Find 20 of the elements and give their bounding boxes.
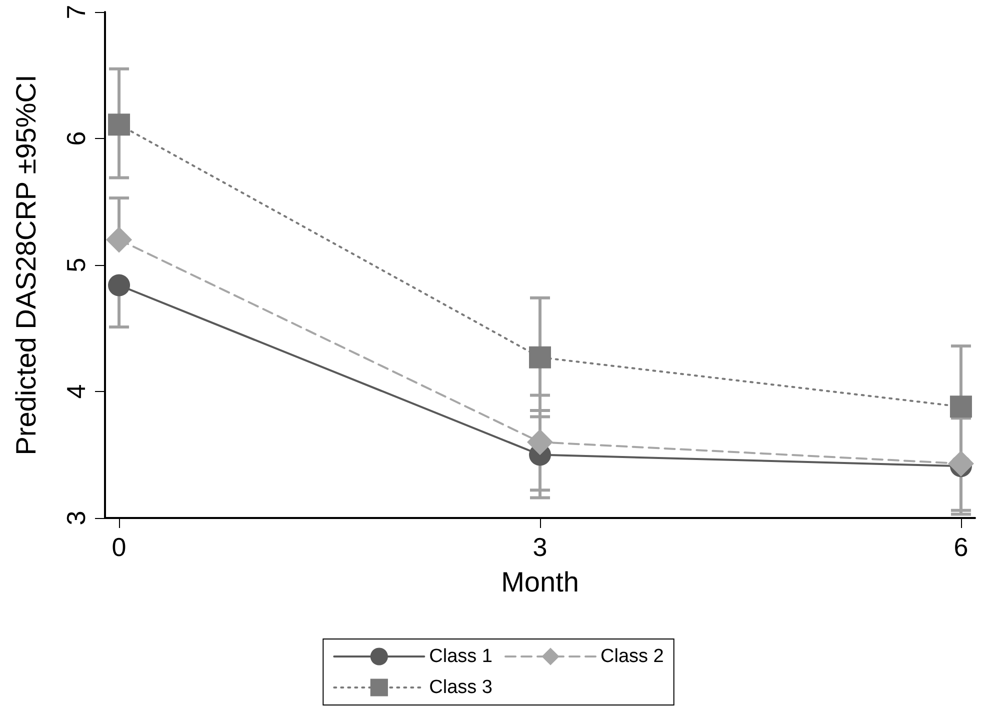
legend-label: Class 1 xyxy=(429,646,493,667)
y-tick-label: 6 xyxy=(61,131,91,146)
y-tick-label: 7 xyxy=(61,4,91,20)
legend-label: Class 2 xyxy=(600,646,664,667)
y-tick-label: 3 xyxy=(61,510,91,526)
y-tick-label: 4 xyxy=(61,384,91,399)
legend-label: Class 3 xyxy=(429,677,493,698)
point xyxy=(529,346,551,368)
y-axis-title: Predicted DAS28CRP ±95%CI xyxy=(10,74,42,456)
x-tick-label: 0 xyxy=(112,532,126,562)
x-tick-label: 6 xyxy=(954,532,968,562)
y-tick-label: 5 xyxy=(61,258,91,272)
point xyxy=(108,114,130,136)
x-tick-label: 3 xyxy=(532,532,548,562)
x-axis-title: Month xyxy=(501,566,579,598)
point xyxy=(950,396,972,418)
point xyxy=(106,226,132,253)
point xyxy=(948,450,974,477)
point xyxy=(527,429,553,456)
point xyxy=(108,274,130,296)
